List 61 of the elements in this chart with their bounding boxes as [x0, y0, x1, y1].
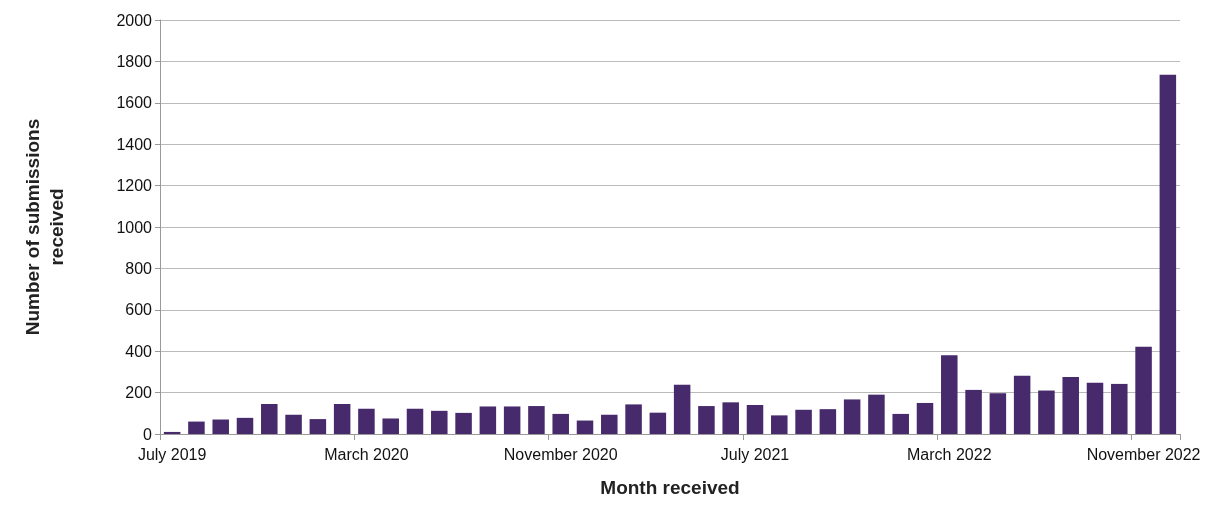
x-tick-label: March 2020 — [324, 445, 409, 463]
bar — [673, 384, 691, 434]
bar — [1062, 377, 1079, 434]
bar — [1159, 74, 1177, 434]
bar — [965, 389, 982, 434]
x-tick-label: July 2021 — [720, 445, 790, 463]
x-axis-title: Month received — [600, 477, 740, 498]
y-tick-label: 2000 — [116, 11, 153, 29]
bar — [1086, 382, 1104, 434]
bar — [1038, 390, 1055, 434]
bar — [843, 399, 861, 434]
x-tick-label: November 2022 — [1086, 445, 1201, 463]
bar — [1135, 346, 1152, 434]
bar — [722, 402, 739, 434]
bar — [261, 403, 278, 434]
y-tick-label: 1000 — [116, 218, 153, 236]
bar — [649, 412, 667, 434]
y-tick-label: 1800 — [116, 52, 153, 70]
bar — [892, 413, 909, 434]
x-tick-label: July 2019 — [137, 445, 207, 463]
bar — [382, 418, 399, 434]
bar — [1013, 375, 1031, 434]
bar — [746, 405, 764, 434]
bar — [333, 403, 351, 434]
y-tick-label: 1200 — [116, 177, 153, 195]
y-tick-label: 1400 — [116, 135, 153, 153]
bar — [236, 417, 254, 434]
bar — [503, 406, 521, 434]
bar — [309, 419, 327, 434]
y-tick-label: 600 — [125, 301, 153, 319]
bar — [576, 420, 594, 434]
bar — [406, 408, 424, 434]
y-tick-label: 400 — [125, 342, 153, 360]
bar — [528, 406, 545, 434]
bar — [358, 408, 375, 434]
bar — [455, 412, 472, 434]
y-tick-label: 1600 — [116, 94, 153, 112]
bar — [868, 394, 885, 434]
bar — [431, 410, 448, 434]
y-tick-label: 0 — [143, 425, 153, 443]
bar — [163, 431, 181, 434]
bar — [989, 393, 1007, 434]
x-tick-label: November 2020 — [503, 445, 618, 463]
bar — [285, 414, 302, 434]
bar — [188, 421, 205, 434]
bar — [212, 419, 229, 434]
bar — [941, 355, 958, 434]
y-tick-label: 800 — [125, 259, 153, 277]
bar — [552, 413, 569, 434]
bar — [625, 404, 642, 434]
bar — [479, 406, 497, 434]
x-tick-label: March 2022 — [907, 445, 992, 463]
bar — [916, 402, 934, 434]
bar — [819, 409, 837, 434]
bar — [601, 414, 618, 434]
y-axis-title: Number of submissions received — [21, 118, 67, 336]
bar — [771, 415, 788, 434]
bar — [795, 409, 812, 434]
bar — [698, 406, 715, 434]
y-tick-label: 200 — [125, 384, 153, 402]
bar — [1111, 383, 1128, 434]
